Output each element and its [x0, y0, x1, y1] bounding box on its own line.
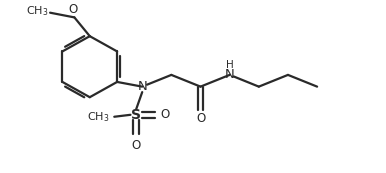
- Text: H: H: [226, 60, 234, 70]
- Text: N: N: [225, 68, 235, 81]
- Text: O: O: [161, 108, 170, 121]
- Text: CH$_3$: CH$_3$: [25, 4, 48, 18]
- Text: O: O: [196, 112, 205, 125]
- Text: O: O: [69, 3, 78, 16]
- Text: O: O: [132, 139, 141, 152]
- Text: S: S: [131, 108, 141, 122]
- Text: N: N: [138, 80, 147, 93]
- Text: CH$_3$: CH$_3$: [87, 110, 109, 124]
